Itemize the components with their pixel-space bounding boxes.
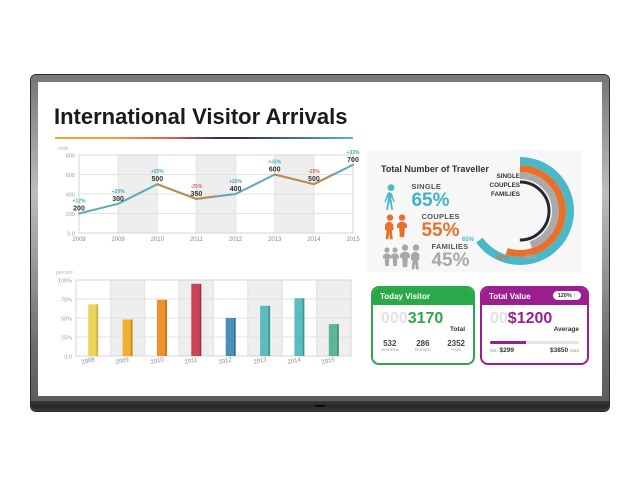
svg-text:2010: 2010 <box>151 237 165 243</box>
svg-text:+33%: +33% <box>347 150 360 156</box>
svg-text:350: 350 <box>191 191 203 198</box>
svg-text:2008: 2008 <box>72 237 86 243</box>
svg-text:+20%: +20% <box>112 189 125 195</box>
svg-text:2012: 2012 <box>218 357 233 366</box>
svg-text:units: units <box>58 146 69 152</box>
svg-text:75%: 75% <box>61 298 72 304</box>
svg-text:+25%: +25% <box>151 169 164 175</box>
svg-text:600: 600 <box>66 173 75 179</box>
svg-text:0.0: 0.0 <box>64 355 72 361</box>
svg-text:+20%: +20% <box>229 179 242 185</box>
svg-text:2012: 2012 <box>229 237 243 243</box>
svg-text:2015: 2015 <box>321 357 336 366</box>
svg-text:-25%: -25% <box>191 184 203 190</box>
svg-text:300: 300 <box>112 196 124 203</box>
svg-text:2011: 2011 <box>190 237 204 243</box>
svg-text:800: 800 <box>66 154 75 160</box>
svg-text:2011: 2011 <box>184 357 199 366</box>
svg-text:50%: 50% <box>61 317 72 323</box>
svg-text:+12%: +12% <box>73 199 86 205</box>
svg-text:percent: percent <box>56 270 73 276</box>
svg-text:400: 400 <box>66 193 75 199</box>
svg-text:500: 500 <box>308 176 320 183</box>
svg-text:500: 500 <box>151 176 163 183</box>
svg-text:2014: 2014 <box>307 237 321 243</box>
svg-text:2009: 2009 <box>111 237 125 243</box>
svg-text:2015: 2015 <box>346 237 360 243</box>
svg-text:100%: 100% <box>58 279 72 285</box>
svg-text:2014: 2014 <box>287 357 302 366</box>
svg-text:2013: 2013 <box>253 357 268 366</box>
svg-text:700: 700 <box>347 157 359 164</box>
svg-text:400: 400 <box>230 186 242 193</box>
svg-text:600: 600 <box>269 167 281 174</box>
svg-text:-25%: -25% <box>308 169 320 175</box>
svg-text:2009: 2009 <box>115 357 130 366</box>
svg-text:+33%: +33% <box>268 160 281 166</box>
svg-text:2013: 2013 <box>268 237 282 243</box>
svg-text:2008: 2008 <box>81 357 96 366</box>
svg-text:200: 200 <box>66 212 75 218</box>
svg-text:25%: 25% <box>61 336 72 342</box>
svg-text:2010: 2010 <box>150 357 165 366</box>
